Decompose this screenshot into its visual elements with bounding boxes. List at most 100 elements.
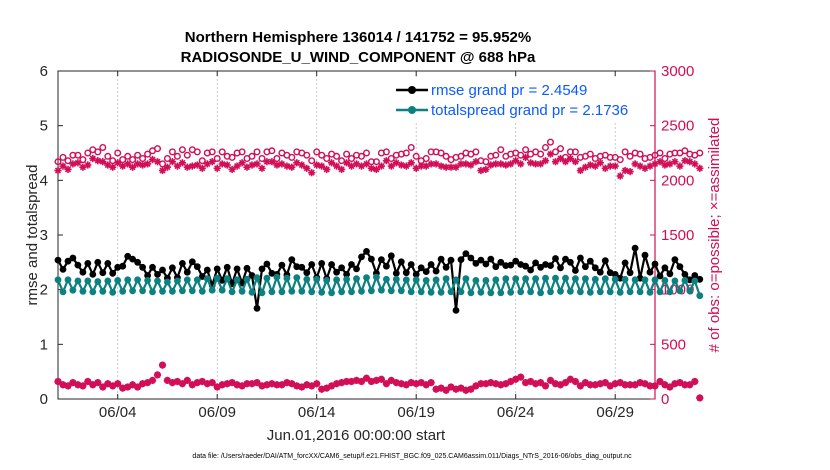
asterisk-stroke	[293, 382, 300, 389]
totalspread-point	[646, 289, 654, 296]
totalspread-point	[626, 288, 634, 296]
totalspread-point	[507, 289, 515, 296]
asterisk-stroke	[398, 161, 405, 169]
asterisk-stroke	[627, 168, 634, 175]
obs-possible-point	[258, 154, 266, 162]
obs-possible-point	[64, 157, 72, 165]
obs-possible-point	[412, 152, 420, 160]
obs-assimilated-point	[507, 160, 515, 168]
rmse-point	[179, 260, 186, 267]
obs-possible-point	[542, 143, 550, 151]
obs-assimilated-point	[636, 379, 644, 387]
obs-assimilated-point	[333, 162, 341, 170]
asterisk-stroke	[452, 164, 460, 171]
obs-possible-point	[124, 152, 132, 160]
obs-assimilated-point	[691, 377, 699, 386]
totalspread-point	[387, 287, 395, 295]
obs-possible-point	[273, 154, 281, 162]
rmse-point	[472, 260, 480, 267]
asterisk-stroke	[104, 380, 111, 387]
obs-assimilated-point	[253, 160, 261, 168]
totalspread-point	[562, 274, 569, 282]
totalspread-point	[452, 276, 460, 284]
asterisk-stroke	[517, 160, 524, 167]
series-line-rmse	[57, 247, 701, 312]
totalspread-point	[134, 276, 142, 284]
obs-assimilated-point	[566, 154, 575, 163]
asterisk-stroke	[438, 385, 445, 392]
rmse-point	[298, 263, 306, 271]
rmse-point	[442, 263, 450, 271]
asterisk-stroke	[408, 379, 415, 386]
totalspread-point	[582, 275, 589, 283]
asterisk-stroke	[343, 378, 350, 385]
totalspread-point	[318, 289, 326, 296]
legend-totalspread-label: totalspread grand pr = 2.1736	[431, 102, 628, 119]
rmse-point	[577, 254, 584, 262]
asterisk-stroke	[74, 159, 81, 166]
totalspread-point	[159, 287, 166, 295]
asterisk-stroke	[174, 378, 181, 385]
rmse-point	[591, 264, 599, 272]
rmse-point	[64, 257, 72, 265]
asterisk-stroke	[492, 380, 499, 387]
obs-assimilated-point	[173, 162, 181, 170]
asterisk-stroke	[298, 161, 305, 169]
obs-assimilated-point	[74, 159, 82, 167]
totalspread-point	[427, 289, 435, 296]
obs-assimilated-point	[318, 162, 326, 170]
totalspread-point	[596, 288, 604, 296]
series-obs-possible	[54, 138, 704, 168]
totalspread-point	[183, 276, 191, 284]
rmse-point	[457, 256, 465, 263]
totalspread-point	[552, 274, 559, 282]
asterisk-stroke	[517, 374, 524, 381]
asterisk-stroke	[328, 159, 335, 166]
obs-assimilated-point	[571, 377, 580, 386]
totalspread-point	[512, 275, 520, 283]
rmse-point	[104, 260, 112, 267]
rmse-point	[378, 256, 385, 263]
asterisk-stroke	[562, 379, 569, 386]
rmse-point	[363, 248, 370, 255]
obs-possible-point	[372, 158, 380, 166]
asterisk-stroke	[428, 379, 435, 386]
rmse-point	[278, 261, 286, 269]
asterisk-stroke	[209, 158, 216, 165]
obs-assimilated-point	[591, 381, 599, 389]
asterisk-stroke	[686, 158, 693, 165]
asterisk-stroke	[288, 380, 295, 387]
totalspread-point	[109, 289, 117, 296]
asterisk-stroke	[542, 382, 549, 389]
asterisk-stroke	[408, 159, 415, 166]
asterisk-stroke	[661, 381, 668, 388]
rmse-point	[119, 262, 127, 270]
obs-assimilated-point	[347, 162, 356, 170]
totalspread-point	[104, 277, 112, 285]
asterisk-stroke	[313, 161, 320, 169]
rmse-point	[557, 264, 564, 272]
totalspread-point	[343, 275, 350, 283]
asterisk-stroke	[552, 158, 559, 165]
obs-assimilated-point	[223, 161, 231, 169]
rmse-point	[94, 258, 102, 266]
obs-assimilated-point	[308, 169, 316, 177]
obs-assimilated-point	[517, 160, 525, 168]
obs-possible-point	[308, 157, 316, 165]
obs-assimilated-point	[616, 172, 624, 180]
totalspread-point	[149, 288, 156, 296]
totalspread-point	[353, 275, 360, 283]
totalspread-point	[64, 276, 72, 284]
x-tick-label: 06/19	[397, 404, 435, 421]
totalspread-point	[467, 289, 475, 297]
totalspread-point	[492, 276, 500, 284]
asterisk-stroke	[194, 161, 201, 169]
y-right-tick-label: 3000	[661, 63, 694, 80]
totalspread-point	[616, 289, 624, 296]
obs-assimilated-point	[392, 379, 400, 387]
footnote-data-file: data file: /Users/raeder/DAI/ATM_forcXX/…	[192, 453, 632, 460]
obs-assimilated-point	[551, 158, 560, 166]
legend-totalspread-marker	[408, 106, 416, 114]
obs-assimilated-point	[268, 158, 276, 166]
obs-assimilated-point	[671, 158, 679, 166]
